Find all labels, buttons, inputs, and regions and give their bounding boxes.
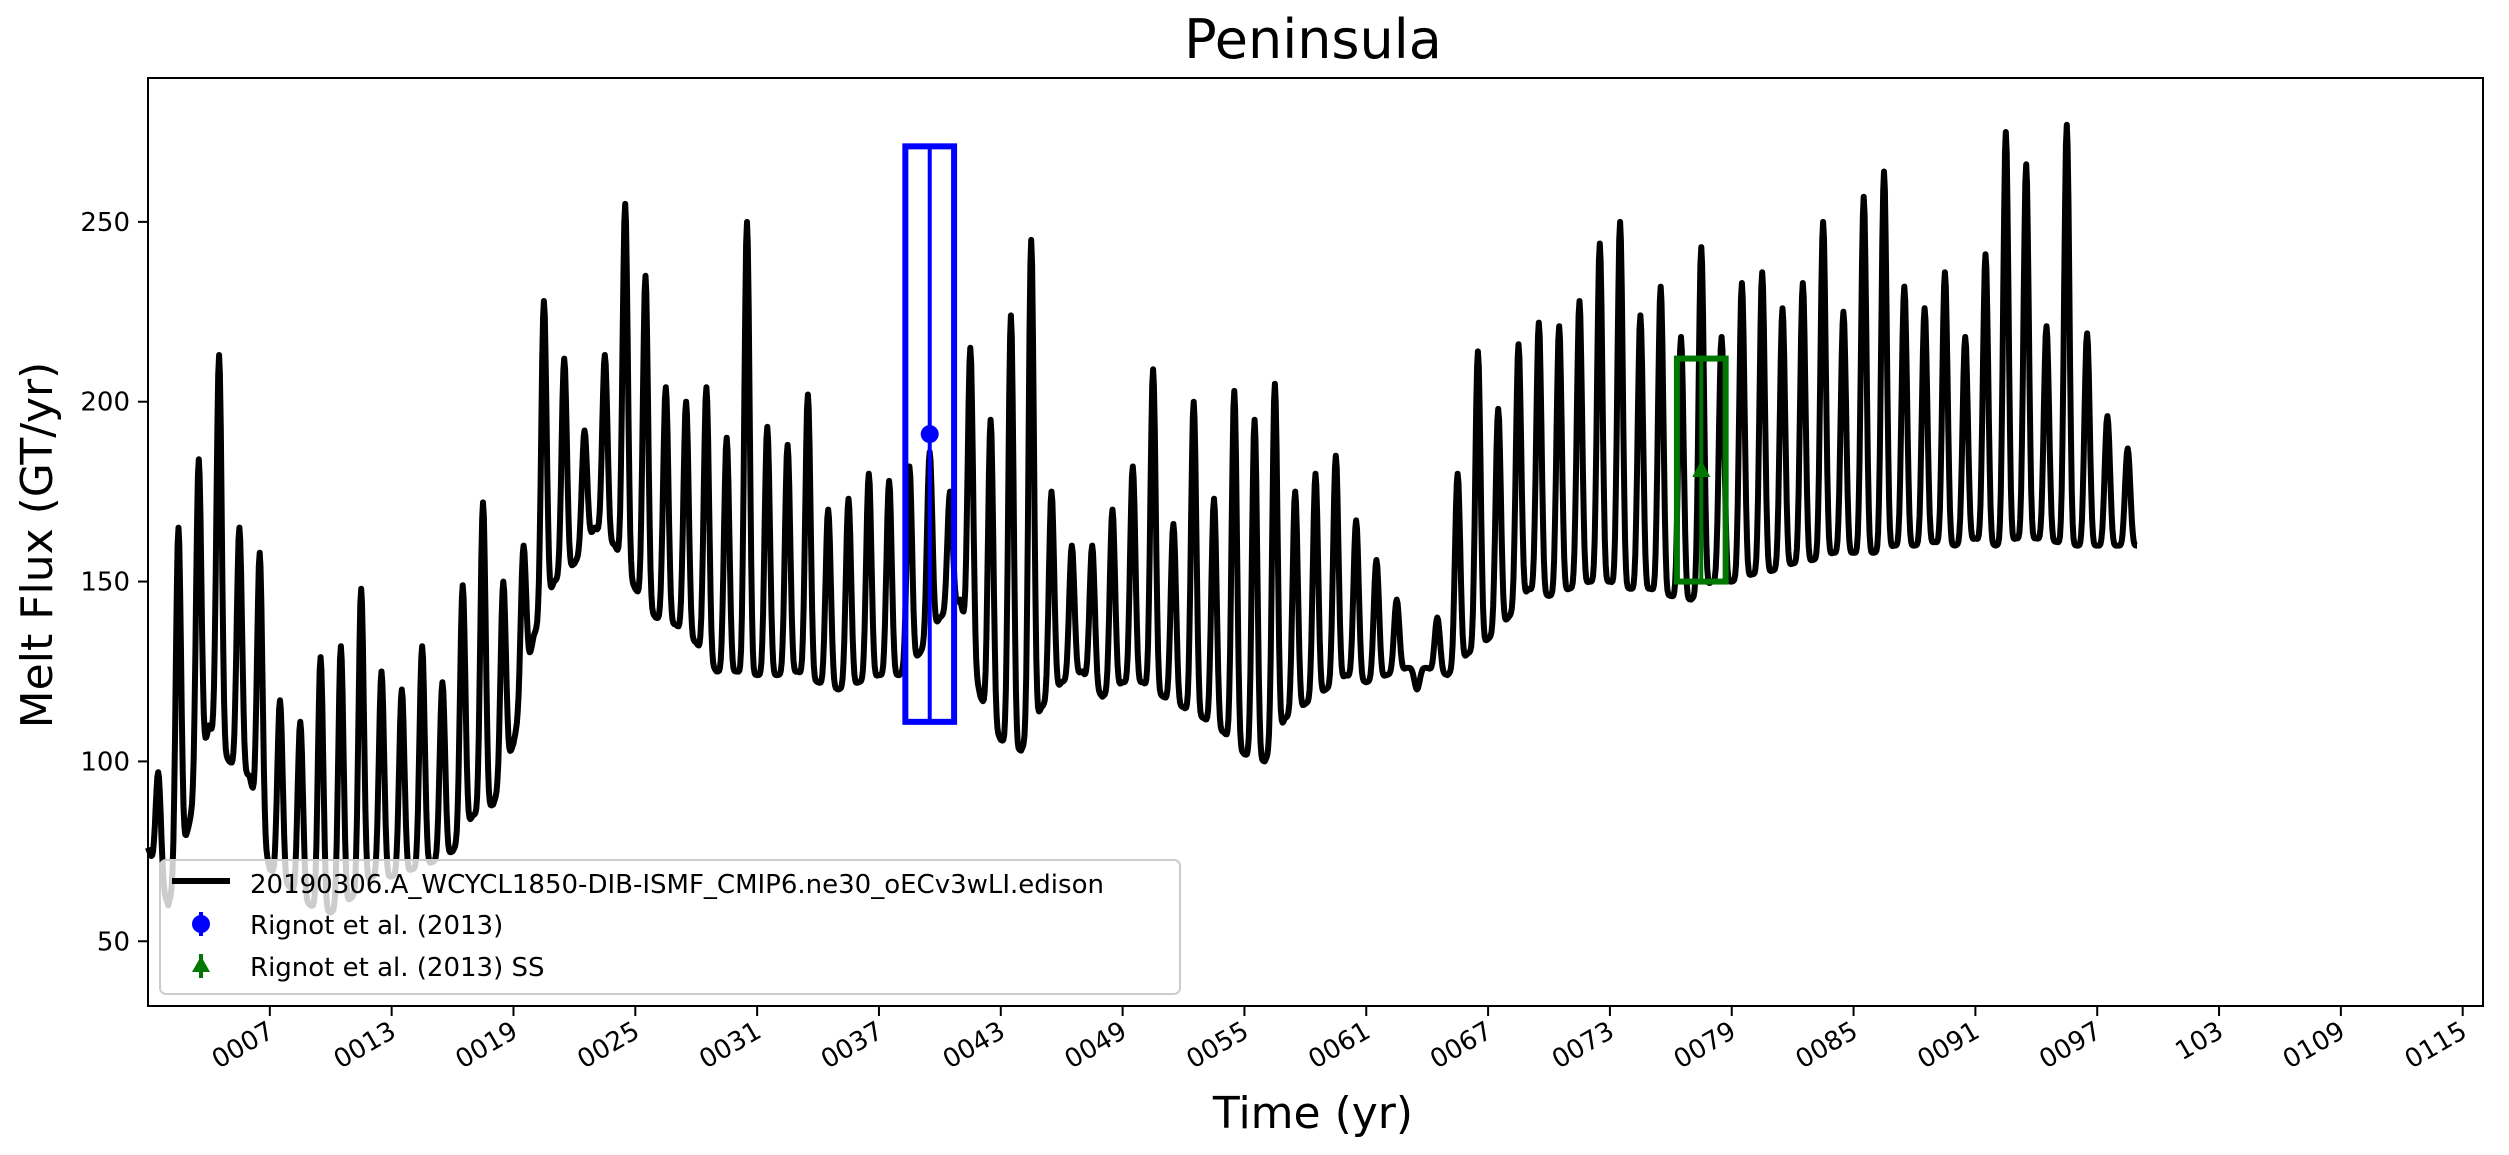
x-tick-label: 0019 <box>451 1016 523 1075</box>
y-tick-label: 250 <box>80 208 130 238</box>
y-axis-ticks: 50 100 150 200 250 <box>80 208 148 957</box>
x-tick-label: 0073 <box>1547 1016 1619 1075</box>
legend: 20190306.A_WCYCL1850-DIB-ISMF_CMIP6.ne30… <box>159 859 1181 995</box>
y-tick-label: 100 <box>80 747 130 777</box>
x-tick-label: 0037 <box>816 1016 888 1075</box>
x-axis-ticks: 0007 0013 0019 0025 0031 0037 0043 0049 0055 0061… <box>207 1006 2472 1075</box>
x-tick-label: 0013 <box>329 1016 401 1075</box>
x-tick-label: 0097 <box>2034 1016 2106 1075</box>
x-tick-label: 0043 <box>938 1016 1010 1075</box>
x-tick-label: 103 <box>2171 1016 2229 1067</box>
x-tick-label: 0115 <box>2400 1016 2472 1075</box>
x-tick-label: 0049 <box>1060 1016 1132 1075</box>
plot-frame <box>147 77 2484 1007</box>
legend-rignot-ss-triangle-swatch <box>192 956 210 972</box>
legend-label-rignot-ss: Rignot et al. (2013) SS <box>250 953 545 983</box>
y-axis-label: Melt Flux (GT/yr) <box>12 362 63 729</box>
chart-title: Peninsula <box>1184 8 1442 71</box>
data-point <box>1692 460 1711 478</box>
x-tick-label: 0085 <box>1791 1016 1863 1075</box>
legend-box <box>159 859 1181 995</box>
x-axis-label: Time (yr) <box>1212 1088 1413 1139</box>
rignot-2013-errorbar <box>902 143 958 725</box>
rignot-2013-ss-errorbar <box>1673 355 1729 585</box>
x-tick-label: 0031 <box>694 1016 766 1075</box>
x-tick-label: 0055 <box>1182 1016 1254 1075</box>
legend-rignot-dot-swatch <box>192 915 210 933</box>
legend-label-rignot: Rignot et al. (2013) <box>250 911 503 941</box>
x-tick-label: 0109 <box>2278 1016 2350 1075</box>
series-melt-flux-line <box>145 121 2140 916</box>
y-tick-label: 200 <box>80 388 130 418</box>
x-tick-label: 0061 <box>1303 1016 1375 1075</box>
data-point <box>920 425 939 444</box>
x-tick-label: 0025 <box>572 1016 644 1075</box>
x-tick-label: 0079 <box>1669 1016 1741 1075</box>
x-tick-label: 0091 <box>1913 1016 1985 1075</box>
x-tick-label: 0067 <box>1425 1016 1497 1075</box>
x-tick-label: 0007 <box>207 1016 279 1075</box>
y-tick-label: 50 <box>97 927 130 957</box>
y-tick-label: 150 <box>80 568 130 598</box>
legend-label-model: 20190306.A_WCYCL1850-DIB-ISMF_CMIP6.ne30… <box>250 870 1104 900</box>
